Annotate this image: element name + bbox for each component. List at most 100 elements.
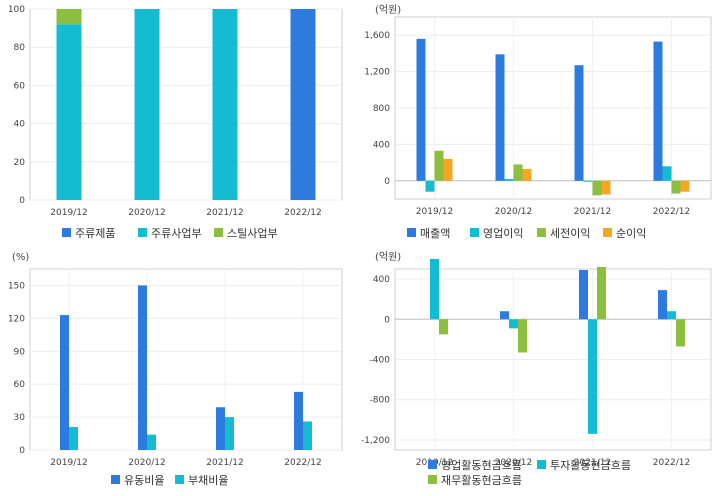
y-tick-label: 120 [8,314,25,324]
y-tick-label: 0 [19,196,25,206]
x-tick-label: 2019/12 [416,207,453,217]
x-tick-label: 2021/12 [206,208,243,218]
y-tick-label: 0 [384,177,390,187]
legend-label: 투자활동현금흐름 [550,458,631,472]
legend-label: 유동비율 [124,474,164,487]
bar [147,434,156,450]
legend-swatch [428,475,437,484]
y-tick-label: 800 [373,104,390,114]
x-tick-label: 2022/12 [284,458,321,468]
y-tick-label: -400 [370,356,391,366]
unit-label: (억원) [375,251,401,263]
bar [290,9,316,200]
bar [653,41,663,181]
x-tick-label: 2022/12 [653,207,690,217]
y-tick-label: 80 [14,43,26,53]
bar [60,315,69,450]
y-tick-label: -1,200 [361,436,390,446]
legend-label: 주류사업부 [151,227,202,240]
x-tick-label: 2022/12 [284,208,321,218]
legend-swatch [62,228,71,237]
bar [425,180,435,192]
plot-frame [29,8,343,201]
bar [597,266,606,320]
legend-swatch [111,475,120,484]
legend-label: 스틸사업부 [227,227,278,240]
bar [134,9,160,200]
x-tick-label: 2019/12 [50,458,87,468]
legend-swatch [428,460,437,469]
y-tick-label: 0 [19,446,25,456]
bar [680,180,690,192]
y-tick-label: 40 [14,120,26,130]
y-tick-label: 400 [373,140,390,150]
y-tick-label: 0 [384,315,390,325]
legend-swatch [470,228,479,237]
x-tick-label: 2019/12 [50,208,87,218]
legend-label: 재무활동현금흐름 [441,473,522,487]
bar [676,319,685,347]
bar [216,407,225,450]
bar [434,150,444,181]
cashflow-chart: 4000-400-800-1,2002019/122020/122021/122… [361,251,712,487]
bar [504,178,514,181]
legend-label: 매출액 [420,227,450,240]
y-tick-label: 400 [373,275,390,285]
bar [579,270,588,320]
bar [513,164,523,181]
bar [225,417,234,450]
bar [56,9,82,25]
y-tick-label: 90 [14,347,26,357]
bar [69,426,78,450]
bar [443,158,453,181]
legend-swatch [407,228,416,237]
bar [522,168,532,181]
legend-swatch [537,460,546,469]
ratio-chart: 150 120 90 60 30 0 2019/12 2020/12 2021/12 2022/1… [8,252,343,487]
unit-label: (%) [12,252,29,263]
legend-swatch [537,228,546,237]
y-tick-label: -800 [370,396,391,406]
legend-label: 세전이익 [550,227,590,240]
bar [588,319,597,434]
bar [583,180,593,182]
bar [518,319,527,353]
legend-label: 주류제품 [75,227,115,240]
bar [574,65,584,181]
y-tick-label: 1,200 [364,68,390,78]
legend-swatch [138,228,147,237]
legend-swatch [603,228,612,237]
x-tick-label: 2021/12 [206,458,243,468]
bar [56,24,82,201]
legend-label: 영업이익 [483,227,523,240]
y-tick-label: 60 [14,81,26,91]
bar [671,180,681,194]
bar [294,391,303,450]
y-tick-label: 1,600 [364,31,390,41]
bar [439,319,448,335]
x-tick-label: 2020/12 [128,458,165,468]
bar [416,38,426,181]
legend-label: 순이익 [616,227,646,240]
bar [667,311,676,320]
legend-label: 영업활동현금흐름 [441,458,522,472]
y-tick-label: 20 [14,158,26,168]
bar [658,290,667,320]
bar [500,311,509,320]
x-tick-label: 2021/12 [574,207,611,217]
bar [662,166,672,181]
x-tick-label: 2020/12 [495,207,532,217]
y-tick-label: 30 [14,413,26,423]
y-tick-label: 100 [8,5,25,15]
revenue-composition-chart: 100 80 60 40 20 0 2019/12 2020/12 2021/12 2022/12… [8,5,343,240]
income-chart: 1,600 1,200 800 400 0 2019/12 2020/12 2021/12 20… [364,4,712,240]
x-tick-label: 2020/12 [495,458,532,468]
bar [601,180,611,195]
bar [495,54,505,181]
legend-swatch [214,228,223,237]
legend-swatch [175,475,184,484]
plot-frame [29,268,343,451]
y-tick-label: 60 [14,380,26,390]
bar [138,285,147,450]
